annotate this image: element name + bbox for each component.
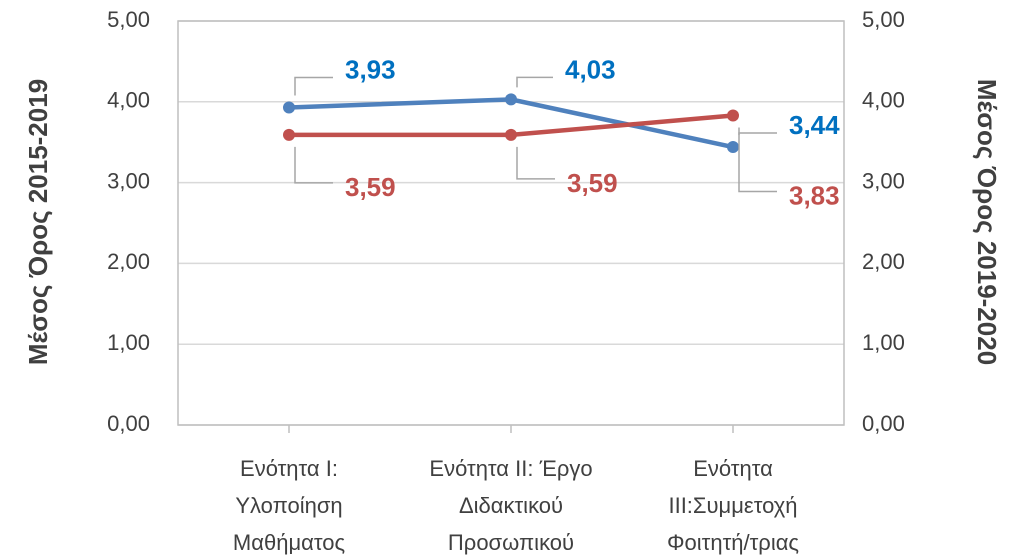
y-tick-label: 0,00	[107, 411, 150, 436]
x-tick-label: Ενότητα Ι: Υλοποίηση Μαθήματος	[232, 456, 346, 555]
marker	[505, 93, 517, 106]
marker	[505, 128, 517, 141]
leader-line	[294, 76, 333, 96]
y-tick-label: 1,00	[107, 330, 150, 355]
y-tick-label: 3,00	[107, 168, 150, 193]
y2-tick-label: 2,00	[862, 249, 905, 274]
data-label: 3,83	[789, 180, 840, 210]
data-label: 3,93	[345, 54, 396, 84]
data-label: 3,59	[345, 172, 396, 202]
marker	[727, 109, 739, 122]
leader-line	[738, 127, 777, 193]
y2-tick-label: 1,00	[862, 330, 905, 355]
y-axis-title: Μέσος Όρος 2015-2019	[23, 79, 53, 365]
y-tick-label: 2,00	[107, 249, 150, 274]
y-tick-label: 5,00	[107, 7, 150, 32]
y2-tick-label: 4,00	[862, 88, 905, 113]
leader-line	[516, 76, 553, 88]
plot-border	[177, 20, 845, 426]
y-tick-label: 4,00	[107, 88, 150, 113]
data-label: 3,59	[567, 168, 618, 198]
leader-line	[294, 146, 333, 184]
y2-tick-label: 5,00	[862, 7, 905, 32]
x-tick-label: Ενότητα ΙΙ: Έργο Διδακτικού Προσωπικού	[429, 456, 593, 555]
y2-tick-label: 3,00	[862, 168, 905, 193]
x-tick-label: Ενότητα ΙΙΙ:Συμμετοχή Φοιτητή/τριας	[666, 456, 800, 555]
marker	[283, 101, 295, 114]
data-label: 3,44	[789, 110, 840, 140]
y2-axis-title: Μέσος Όρος 2019-2020	[972, 79, 1002, 365]
y2-tick-label: 0,00	[862, 411, 905, 436]
marker	[283, 128, 295, 141]
data-label: 4,03	[565, 54, 616, 84]
leader-line	[516, 146, 555, 180]
leader-line	[738, 132, 777, 136]
marker	[727, 141, 739, 154]
